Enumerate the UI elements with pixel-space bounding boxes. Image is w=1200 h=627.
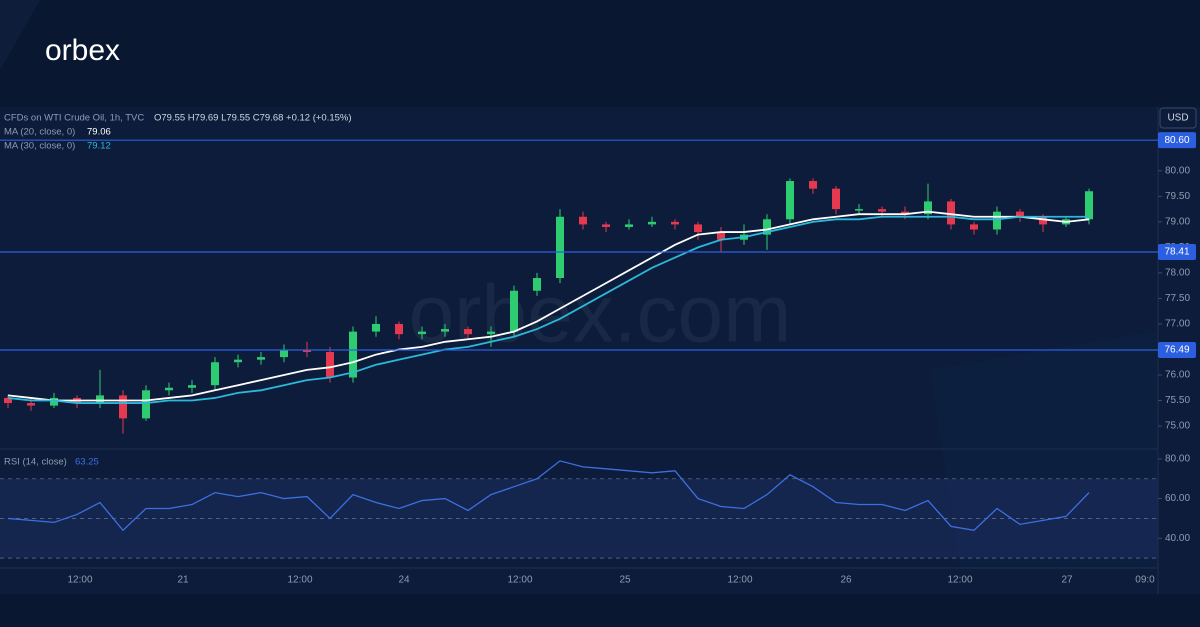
chart-layer: 75.0075.5076.0076.5077.0077.5078.0078.50… (0, 132, 1196, 586)
candle-body (1085, 191, 1093, 220)
candle-body (349, 331, 357, 378)
candle-body (487, 331, 495, 335)
candle-body (395, 323, 403, 335)
candle-body (786, 181, 794, 220)
candle-body (763, 219, 771, 235)
x-tick-label: 12:00 (287, 575, 312, 586)
candle-body (556, 216, 564, 278)
candle-body (533, 278, 541, 291)
candle-body (165, 387, 173, 391)
candle-body (510, 290, 518, 332)
candle-body (717, 232, 725, 240)
candle-body (970, 224, 978, 230)
candle-body (993, 211, 1001, 230)
candle-body (27, 403, 35, 406)
legend-ma30: MA (30, close, 0) (4, 141, 75, 152)
x-tick-label: 26 (840, 575, 852, 586)
candle-body (809, 181, 817, 189)
x-tick-label: 12:00 (727, 575, 752, 586)
x-tick-label: 12:00 (67, 575, 92, 586)
level-label: 78.41 (1164, 247, 1189, 258)
candle-body (579, 216, 587, 225)
candle-body (648, 221, 656, 225)
y-tick-label: 79.00 (1165, 216, 1190, 227)
candle-body (855, 209, 863, 211)
level-label-box (1158, 341, 1196, 358)
candle-body (303, 349, 311, 353)
candle-body (326, 352, 334, 378)
rsi-value: 63.25 (75, 457, 99, 468)
candle-body (234, 359, 242, 363)
y-tick-label: 80.00 (1165, 454, 1190, 465)
y-tick-label: 60.00 (1165, 493, 1190, 504)
x-tick-label: 12:00 (947, 575, 972, 586)
level-label-box (1158, 132, 1196, 149)
level-label-box (1158, 243, 1196, 260)
x-tick-label: 12:00 (507, 575, 532, 586)
moving-average (7, 210, 1090, 402)
candle-body (188, 385, 196, 388)
legend-ma30-value: 79.12 (87, 141, 111, 152)
candle-body (1039, 216, 1047, 225)
level-label: 76.49 (1164, 345, 1189, 356)
candle-body (1016, 211, 1024, 217)
candle-body (671, 221, 679, 225)
level-label: 80.60 (1164, 135, 1189, 146)
candle-body (257, 357, 265, 360)
x-tick-label: 09:0 (1135, 575, 1155, 586)
candle-body (4, 397, 12, 404)
rsi-title: RSI (14, close) (4, 457, 67, 468)
candle-body (924, 201, 932, 215)
x-tick-label: 25 (619, 575, 631, 586)
candle-body (602, 224, 610, 227)
candle-body (119, 395, 127, 419)
candle-body (901, 211, 909, 215)
x-tick-label: 27 (1061, 575, 1073, 586)
y-tick-label: 76.00 (1165, 370, 1190, 381)
x-tick-label: 24 (398, 575, 410, 586)
candle-body (441, 329, 449, 332)
symbol-title: CFDs on WTI Crude Oil, 1h, TVC (4, 113, 144, 124)
candle-body (625, 224, 633, 227)
y-tick-label: 40.00 (1165, 533, 1190, 544)
candle-body (694, 224, 702, 233)
candle-body (878, 209, 886, 212)
candle-body (947, 201, 955, 225)
x-tick-label: 21 (177, 575, 189, 586)
candle-body (142, 390, 150, 419)
rsi-line (7, 460, 1090, 532)
currency-box[interactable] (1159, 107, 1197, 129)
candle-body (418, 331, 426, 335)
y-tick-label: 79.50 (1165, 191, 1190, 202)
candle-body (96, 395, 104, 404)
decor (0, 0, 40, 70)
ohlc-label: O79.55 H79.69 L79.55 C79.68 +0.12 (+0.15… (154, 113, 352, 124)
y-tick-label: 77.50 (1165, 293, 1190, 304)
brand-logo: orbex (45, 34, 120, 67)
y-tick-label: 80.00 (1165, 165, 1190, 176)
candle-body (372, 323, 380, 332)
moving-average (7, 215, 1089, 404)
y-tick-label: 75.00 (1165, 421, 1190, 432)
candle-body (280, 349, 288, 358)
candle-body (832, 188, 840, 210)
candle-body (464, 329, 472, 335)
legend-ma20-value: 79.06 (87, 127, 111, 138)
y-tick-label: 78.00 (1165, 268, 1190, 279)
y-tick-label: 75.50 (1165, 395, 1190, 406)
watermark: orbex.com (409, 269, 792, 360)
y-tick-label: 77.00 (1165, 319, 1190, 330)
candle-body (50, 397, 58, 406)
legend-ma20: MA (20, close, 0) (4, 127, 75, 138)
currency[interactable]: USD (1167, 113, 1188, 124)
candle-body (211, 362, 219, 386)
x-axis-area (0, 568, 1158, 594)
